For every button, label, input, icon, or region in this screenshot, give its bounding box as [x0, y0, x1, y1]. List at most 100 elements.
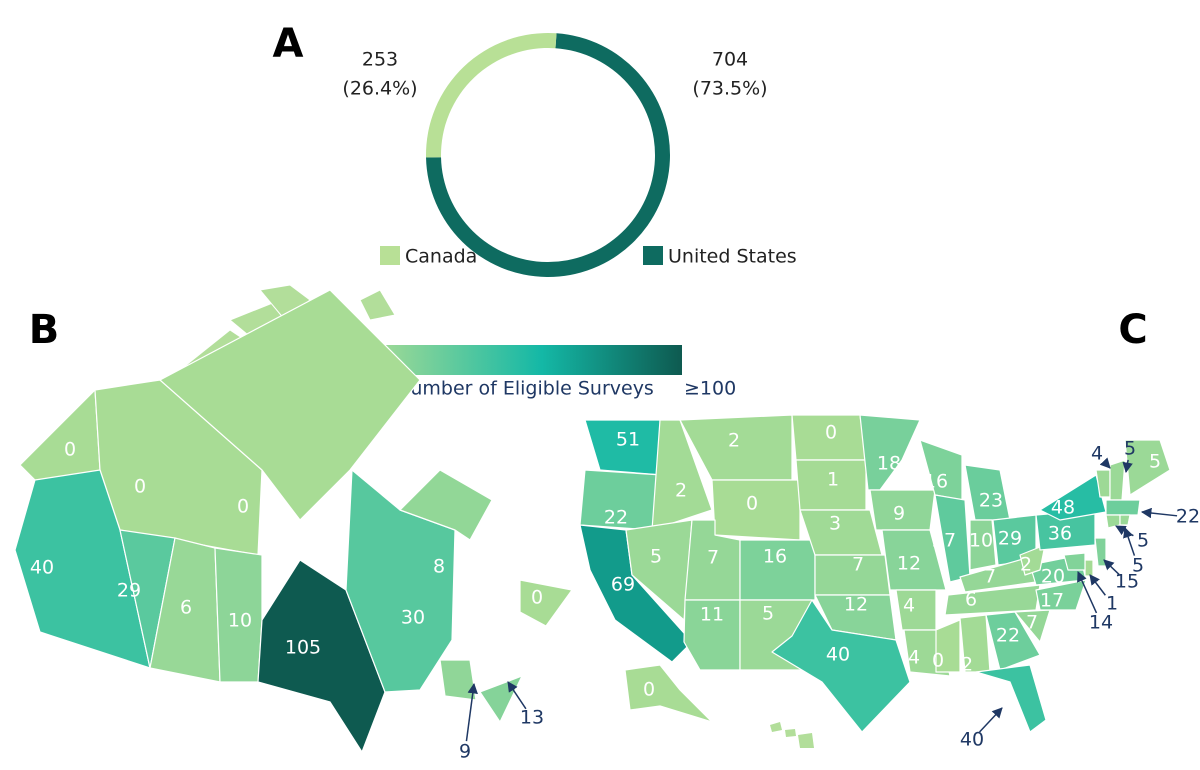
region	[19, 389, 101, 481]
callout-arrow	[1099, 457, 1111, 469]
percent-label: (26.4%)	[342, 78, 417, 100]
legend-label: United States	[668, 246, 797, 268]
region-label: 1	[1106, 593, 1118, 615]
region-label: 14	[1089, 612, 1113, 634]
region-label: 17	[1040, 590, 1064, 612]
region-label: 29	[117, 580, 141, 602]
region	[1105, 514, 1121, 529]
value-label: 253	[362, 49, 398, 71]
region-label: 8	[433, 556, 445, 578]
region-label: 5	[1124, 438, 1136, 460]
region-label: 5	[1149, 451, 1161, 473]
region-label: 29	[998, 528, 1022, 550]
region-label: 40	[960, 729, 984, 751]
region-label: 20	[1041, 566, 1065, 588]
colorbar-title: Number of Eligible Surveys	[396, 378, 654, 400]
region-label: 40	[30, 557, 54, 579]
region-label: 18	[877, 453, 901, 475]
region-label: 0	[64, 439, 76, 461]
region-label: 7	[852, 554, 864, 576]
region-label: 11	[700, 604, 724, 626]
callout-arrow	[1140, 507, 1178, 519]
region	[935, 619, 961, 673]
region-label: 5	[1132, 555, 1144, 577]
region	[624, 664, 713, 723]
region-label: 12	[897, 553, 921, 575]
region-label: 4	[908, 647, 920, 669]
region	[881, 529, 947, 591]
region-label: 0	[825, 422, 837, 444]
region-label: 13	[520, 707, 544, 729]
region-label: 22	[604, 507, 628, 529]
region	[1094, 537, 1107, 567]
region-label: 23	[979, 490, 1003, 512]
region-label: 10	[228, 610, 252, 632]
callout-arrow	[1103, 559, 1120, 575]
region	[975, 664, 1047, 733]
region	[479, 675, 523, 723]
region	[257, 559, 386, 753]
region-label: 0	[746, 493, 758, 515]
value-label: 704	[712, 49, 748, 71]
colorbar-tick-label: ≥100	[684, 378, 736, 400]
region-label: 48	[1051, 497, 1075, 519]
callout-arrow	[978, 707, 1003, 733]
region-label: 22	[1176, 506, 1200, 528]
panel-letter: A	[273, 21, 304, 67]
region-label: 51	[616, 429, 640, 451]
region	[1105, 499, 1141, 516]
region-label: 7	[707, 547, 719, 569]
region	[159, 289, 421, 521]
region-label: 30	[401, 607, 425, 629]
region	[985, 611, 1041, 671]
region	[859, 414, 921, 491]
region	[771, 599, 911, 733]
region	[944, 584, 1041, 616]
callout-arrow	[507, 681, 527, 710]
region-label: 6	[180, 597, 192, 619]
donut-segment	[426, 32, 557, 158]
region-label: 6	[965, 589, 977, 611]
panel-letter: B	[29, 307, 60, 353]
region-label: 0	[643, 679, 655, 701]
colorbar	[370, 345, 682, 375]
region-label: 36	[1048, 523, 1072, 545]
hawaii	[770, 722, 814, 748]
region-label: 0	[932, 650, 944, 672]
region-label: 2	[728, 430, 740, 452]
region	[1109, 459, 1126, 501]
region-label: 105	[285, 637, 321, 659]
legend-label: Canada	[405, 246, 477, 268]
region-label: 27	[932, 530, 956, 552]
callout-arrow	[465, 682, 478, 742]
legend-swatch	[380, 246, 400, 265]
region-label: 10	[969, 530, 993, 552]
region-label: 7	[984, 566, 996, 588]
region-label: 7	[1026, 612, 1038, 634]
region	[1035, 579, 1087, 611]
region	[739, 539, 816, 601]
region-label: 1	[827, 469, 839, 491]
region-label: 0	[134, 476, 146, 498]
region	[1124, 439, 1171, 496]
region-label: 9	[459, 741, 471, 763]
region	[439, 659, 477, 701]
region	[969, 519, 997, 571]
region-label: 16	[763, 546, 787, 568]
region	[1084, 559, 1094, 577]
region	[345, 469, 456, 693]
region-label: 9	[893, 503, 905, 525]
legend-swatch	[643, 246, 663, 265]
percent-label: (73.5%)	[692, 78, 767, 100]
region-label: 4	[903, 595, 915, 617]
region-label: 2	[675, 480, 687, 502]
region	[651, 419, 713, 531]
region-label: 5	[1137, 530, 1149, 552]
callout-arrow	[1123, 527, 1136, 556]
region-label: 5	[650, 546, 662, 568]
region-label: 40	[826, 644, 850, 666]
region	[683, 599, 741, 671]
region	[1019, 544, 1046, 576]
region-label: 22	[996, 625, 1020, 647]
region	[1014, 609, 1051, 643]
